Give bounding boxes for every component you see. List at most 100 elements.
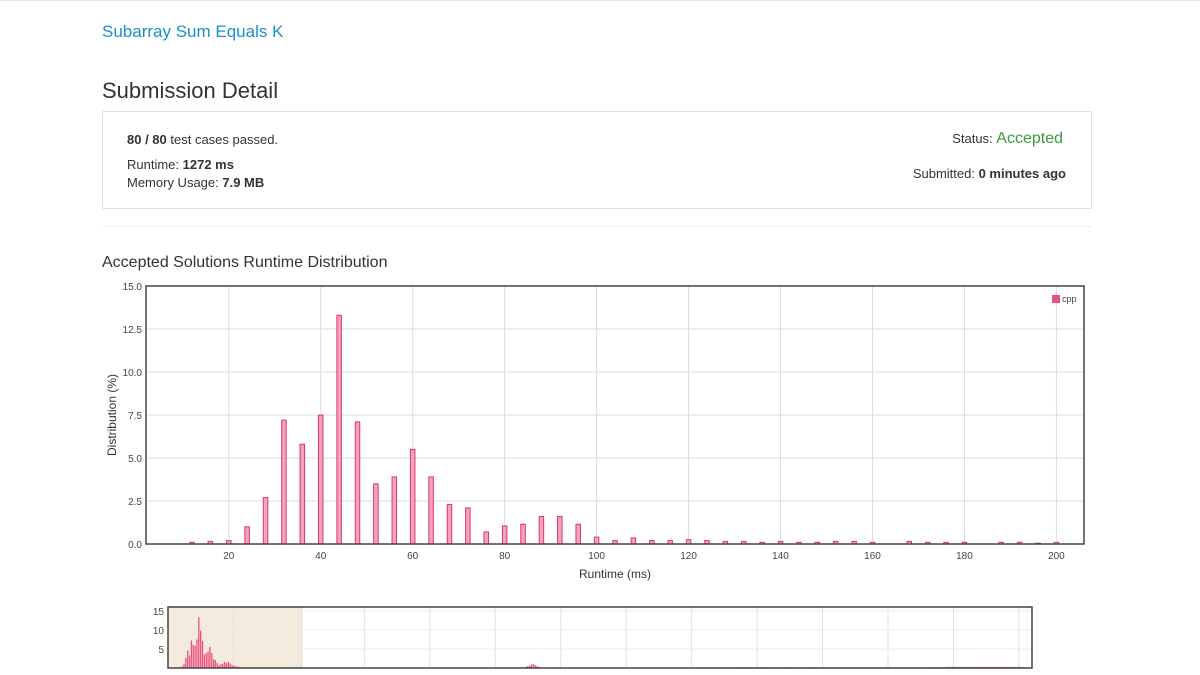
section-divider xyxy=(102,226,1092,227)
submission-detail-panel: 80 / 80 test cases passed. Runtime: 1272… xyxy=(102,111,1092,209)
runtime-navigator-chart[interactable]: 5 10 15 xyxy=(140,602,1040,672)
navigator-bar xyxy=(187,650,189,668)
x-axis-label: Runtime (ms) xyxy=(579,567,651,581)
bar-cpp[interactable] xyxy=(336,314,342,545)
bar-cpp[interactable] xyxy=(575,523,581,545)
y-axis-label: Distribution (%) xyxy=(105,374,119,456)
bar-cpp[interactable] xyxy=(391,476,398,545)
navigator-bar xyxy=(527,666,529,668)
navigator-bar xyxy=(196,639,198,668)
passed-suffix: test cases passed. xyxy=(166,132,279,147)
navigator-border xyxy=(167,606,1033,669)
navigator-selection[interactable] xyxy=(167,606,303,669)
navigator-bar xyxy=(211,653,213,668)
status-badge: Accepted xyxy=(996,130,1063,147)
navigator-bar xyxy=(225,663,228,668)
navigator-bar xyxy=(220,663,222,668)
x-tick-label: 100 xyxy=(588,551,605,562)
navigator-bar xyxy=(227,661,230,668)
bar-cpp[interactable] xyxy=(630,537,637,545)
bar-cpp[interactable] xyxy=(373,483,379,545)
bar-cpp[interactable] xyxy=(593,536,600,545)
bar-cpp[interactable] xyxy=(520,523,526,545)
submitted-value: 0 minutes ago xyxy=(978,166,1066,181)
navigator-bar xyxy=(536,666,538,668)
navigator-bar xyxy=(185,657,187,668)
x-tick-label: 20 xyxy=(223,551,235,562)
navigator-bar xyxy=(190,640,193,668)
navigator-bar xyxy=(201,640,204,668)
bar-cpp[interactable] xyxy=(354,421,361,545)
runtime-distribution-chart[interactable]: 0.0 2.5 5.0 7.5 10.0 12.5 15.0 20 40 60 80 100 120 14… xyxy=(100,278,1100,588)
navigator-bar xyxy=(209,647,211,668)
navigator-bar xyxy=(218,665,220,668)
y-tick-label: 5.0 xyxy=(128,454,142,465)
navigator-bar xyxy=(534,664,536,668)
bar-cpp[interactable] xyxy=(446,503,453,545)
navigator-bar xyxy=(528,665,531,668)
x-tick-label: 60 xyxy=(407,551,419,562)
bar-cpp[interactable] xyxy=(299,443,306,545)
memory-value: 7.9 MB xyxy=(222,175,265,190)
legend-label-cpp[interactable]: cpp xyxy=(1062,294,1077,304)
navigator-y-tick-label: 5 xyxy=(158,645,164,656)
status-label: Status: xyxy=(952,131,997,146)
navigator-bar xyxy=(207,651,209,668)
y-tick-label: 12.5 xyxy=(123,325,143,336)
x-tick-label: 200 xyxy=(1048,551,1065,562)
navigator-bar xyxy=(222,663,224,668)
bar-cpp[interactable] xyxy=(317,414,324,545)
bar-cpp[interactable] xyxy=(557,515,563,545)
memory-line: Memory Usage: 7.9 MB xyxy=(127,175,264,190)
status-line: Status: Accepted xyxy=(952,130,1063,148)
bar-cpp[interactable] xyxy=(409,448,416,545)
submitted-line: Submitted: 0 minutes ago xyxy=(913,166,1066,181)
navigator-bar xyxy=(530,664,533,668)
y-tick-label: 0.0 xyxy=(128,540,142,551)
y-tick-label: 2.5 xyxy=(128,497,142,508)
x-tick-label: 180 xyxy=(956,551,973,562)
x-tick-label: 40 xyxy=(315,551,327,562)
x-tick-label: 120 xyxy=(680,551,697,562)
bar-cpp[interactable] xyxy=(262,497,269,545)
bar-cpp[interactable] xyxy=(483,531,490,545)
navigator-bar xyxy=(205,653,207,668)
navigator-bar xyxy=(224,661,226,668)
navigator-bar xyxy=(192,644,194,668)
y-tick-label: 15.0 xyxy=(123,282,143,293)
navigator-bar xyxy=(203,654,206,668)
header-divider xyxy=(0,0,1200,1)
bar-cpp[interactable] xyxy=(281,419,287,545)
navigator-bar xyxy=(235,666,237,668)
navigator-bar xyxy=(214,659,217,668)
memory-label: Memory Usage: xyxy=(127,175,223,190)
navigator-y-tick-label: 10 xyxy=(153,626,165,637)
passed-count: 80 / 80 xyxy=(127,132,167,147)
y-tick-label: 7.5 xyxy=(128,411,142,422)
plot-border xyxy=(145,285,1085,545)
runtime-value: 1272 ms xyxy=(182,157,234,172)
navigator-bar xyxy=(188,655,191,668)
bar-cpp[interactable] xyxy=(538,515,545,545)
x-tick-label: 160 xyxy=(864,551,881,562)
runtime-line: Runtime: 1272 ms xyxy=(127,157,234,172)
bar-cpp[interactable] xyxy=(465,507,471,545)
runtime-label: Runtime: xyxy=(127,157,183,172)
navigator-bar xyxy=(532,663,534,668)
submitted-label: Submitted: xyxy=(912,166,979,181)
runtime-distribution-title: Accepted Solutions Runtime Distribution xyxy=(102,254,388,271)
x-tick-label: 140 xyxy=(772,551,789,562)
bar-cpp[interactable] xyxy=(501,525,508,545)
legend-swatch-cpp xyxy=(1052,295,1060,303)
navigator-bar xyxy=(200,630,202,668)
bar-cpp[interactable] xyxy=(428,476,434,545)
navigator-bar xyxy=(231,664,233,668)
bar-cpp[interactable] xyxy=(244,526,250,545)
navigator-bar xyxy=(236,666,239,668)
navigator-y-tick-label: 15 xyxy=(153,607,165,618)
page-title: Submission Detail xyxy=(102,78,279,103)
test-cases-passed: 80 / 80 test cases passed. xyxy=(127,132,278,147)
x-tick-label: 80 xyxy=(499,551,511,562)
problem-title-link[interactable]: Subarray Sum Equals K xyxy=(102,22,284,41)
navigator-bar xyxy=(216,663,218,668)
